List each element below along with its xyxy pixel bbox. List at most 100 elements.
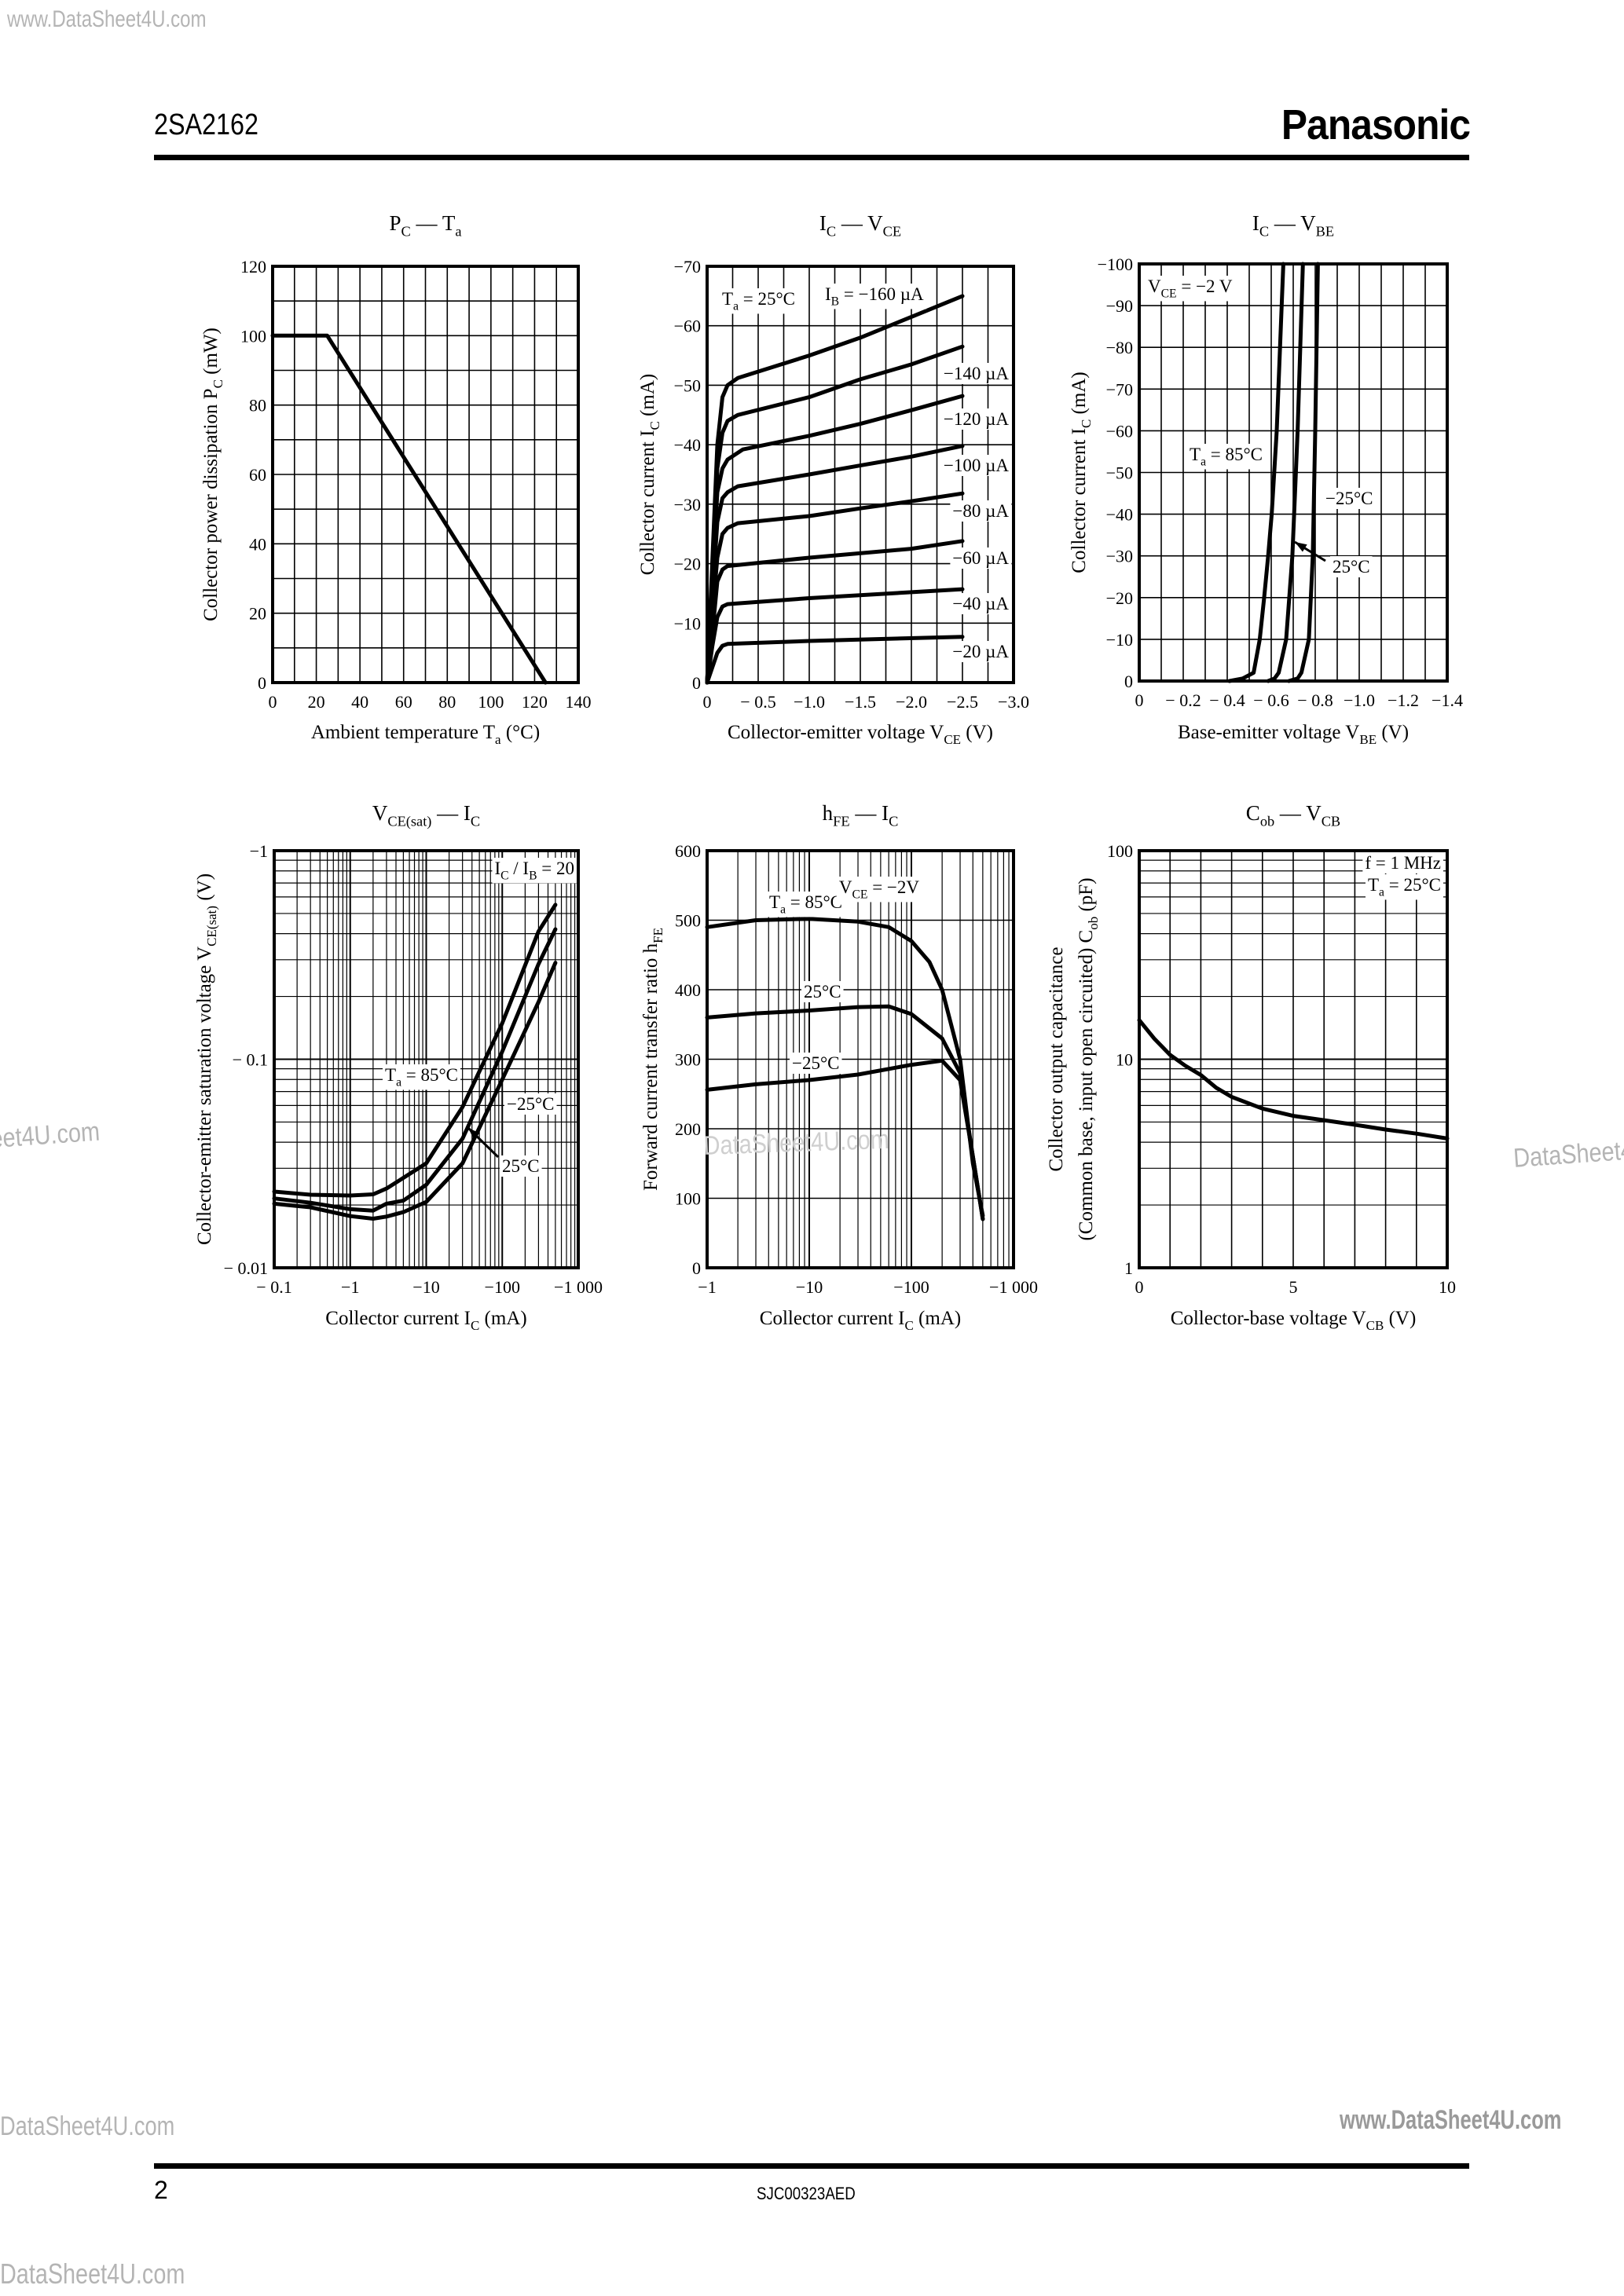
- series-label: −20 µA: [952, 642, 1009, 661]
- grid: [706, 851, 1014, 1268]
- chart-title-part: T: [442, 211, 456, 235]
- x-tick-label: −2.5: [947, 692, 978, 712]
- chart-title-part: V: [867, 211, 883, 235]
- y-tick-label: 400: [675, 980, 701, 1000]
- plot-frame: [706, 265, 1015, 684]
- annotation-label-part: CE: [1161, 287, 1177, 300]
- annotation-label-part: a: [733, 299, 739, 313]
- y-tick-label: − 0.1: [233, 1050, 268, 1070]
- y-tick-label: 120: [240, 257, 266, 276]
- label-background: [950, 593, 1012, 614]
- chart-title-part: I: [1252, 211, 1259, 235]
- annotation-label-part: f = 1 MHz: [1365, 853, 1441, 873]
- annotation-label-part: V: [1148, 276, 1161, 296]
- y-tick-label: −70: [674, 257, 701, 276]
- x-tick-label: 140: [566, 692, 592, 712]
- annotation-label-part: V: [839, 877, 852, 897]
- y-tick-label: 40: [249, 534, 266, 554]
- x-tick-label: 10: [1439, 1277, 1456, 1297]
- y-tick-label: 100: [1107, 841, 1133, 861]
- series-label: Ta = 85°C: [769, 892, 842, 916]
- label-background: [790, 1053, 842, 1074]
- x-tick-label: 0: [1135, 1277, 1144, 1297]
- series-label: −80 µA: [952, 501, 1009, 521]
- chart-title-part: V: [372, 801, 388, 825]
- watermark: www.DataSheet4U.com: [1340, 2105, 1562, 2135]
- x-tick-label: −1: [341, 1277, 359, 1297]
- x-axis-label-part: (V): [961, 722, 993, 743]
- label-background: [1146, 276, 1235, 302]
- series-line: [272, 927, 558, 1213]
- y-tick-label: − 0.01: [224, 1258, 268, 1278]
- series-label-part: −80 µA: [952, 501, 1009, 521]
- y-tick-label: −20: [1106, 588, 1133, 608]
- series-label-part: −25°C: [1325, 489, 1373, 508]
- y-tick-label: 100: [240, 326, 266, 346]
- x-tick-label: −1.2: [1388, 690, 1419, 710]
- series-label: 25°C: [1333, 557, 1370, 577]
- chart-title-part: C: [401, 224, 411, 240]
- x-axis-label-part: CB: [1366, 1318, 1384, 1333]
- y-axis-label: Collector-emitter saturation voltage VCE…: [194, 873, 219, 1245]
- chart-title: VCE(sat) — IC: [372, 801, 480, 830]
- y-axis-label-part: Collector output capacitance: [1046, 947, 1067, 1172]
- chart-title: IC — VCE: [819, 211, 901, 240]
- y-tick-label: −10: [1106, 630, 1133, 650]
- grid: [1139, 264, 1447, 681]
- x-tick-label: 100: [478, 692, 504, 712]
- chart-title-part: C: [889, 814, 898, 829]
- series-line: [1137, 1018, 1450, 1141]
- x-tick-label: −2.0: [896, 692, 927, 712]
- label-background: [504, 1093, 557, 1115]
- chart-title-part: —: [836, 211, 867, 235]
- y-axis-label-part: (V): [194, 873, 215, 906]
- y-axis-label: Collector current IC (mA): [1069, 372, 1094, 573]
- chart-title-part: V: [1306, 801, 1322, 825]
- y-axis-label: Collector current IC (mA): [637, 374, 662, 575]
- chart-title-part: a: [455, 224, 461, 240]
- x-axis-label-part: Collector-emitter voltage V: [728, 722, 944, 743]
- x-axis-label-part: a: [495, 732, 501, 747]
- y-tick-label: 0: [692, 673, 701, 693]
- header-rule: [154, 155, 1469, 160]
- series-label-part: 25°C: [502, 1156, 540, 1176]
- plot-frame: [1138, 262, 1449, 683]
- series-label: −100 µA: [944, 456, 1009, 475]
- x-tick-label: 0: [1135, 690, 1144, 710]
- annotation-label-part: = 20: [537, 859, 574, 878]
- chart-title-part: FE: [833, 814, 849, 829]
- y-axis-label-part: Collector power dissipation P: [200, 388, 222, 621]
- footer-rule: [154, 2163, 1469, 2169]
- x-axis-label-part: Collector-base voltage V: [1171, 1308, 1366, 1329]
- series-line: [1286, 262, 1320, 683]
- label-background: [1330, 556, 1373, 577]
- x-axis-label: Collector current IC (mA): [325, 1308, 526, 1333]
- chart-title: IC — VBE: [1252, 211, 1334, 240]
- x-tick-label: −100: [893, 1277, 929, 1297]
- annotation-label-part: B: [529, 869, 537, 882]
- x-tick-label: − 0.2: [1165, 690, 1201, 710]
- x-axis-label: Collector-emitter voltage VCE (V): [728, 722, 993, 747]
- y-tick-label: −40: [674, 435, 701, 455]
- x-tick-label: −3.0: [998, 692, 1029, 712]
- series-label-part: T: [385, 1065, 396, 1085]
- series-label-part: = 85°C: [1206, 445, 1263, 464]
- brand-logo: Panasonic: [1281, 101, 1471, 148]
- series-label-part: −140 µA: [944, 364, 1009, 383]
- annotation-label: Ta = 25°C: [1368, 875, 1441, 899]
- y-tick-label: 600: [675, 841, 701, 861]
- y-axis-label-part: Forward current transfer ratio h: [640, 943, 662, 1191]
- y-axis-label: (Common base, input open circuited) Cob …: [1076, 877, 1101, 1240]
- series-line: [270, 333, 548, 685]
- series-label: Ta = 85°C: [385, 1065, 458, 1089]
- series-label: −40 µA: [952, 594, 1009, 613]
- y-tick-label: −60: [674, 317, 701, 336]
- x-axis-label-part: (mA): [479, 1308, 526, 1329]
- arrow-head-icon: [1295, 542, 1307, 552]
- x-tick-label: 80: [438, 692, 456, 712]
- x-tick-label: − 0.4: [1209, 690, 1245, 710]
- grid: [1139, 850, 1447, 1269]
- y-axis-label-part: FE: [651, 928, 665, 943]
- x-tick-label: −1: [698, 1277, 716, 1297]
